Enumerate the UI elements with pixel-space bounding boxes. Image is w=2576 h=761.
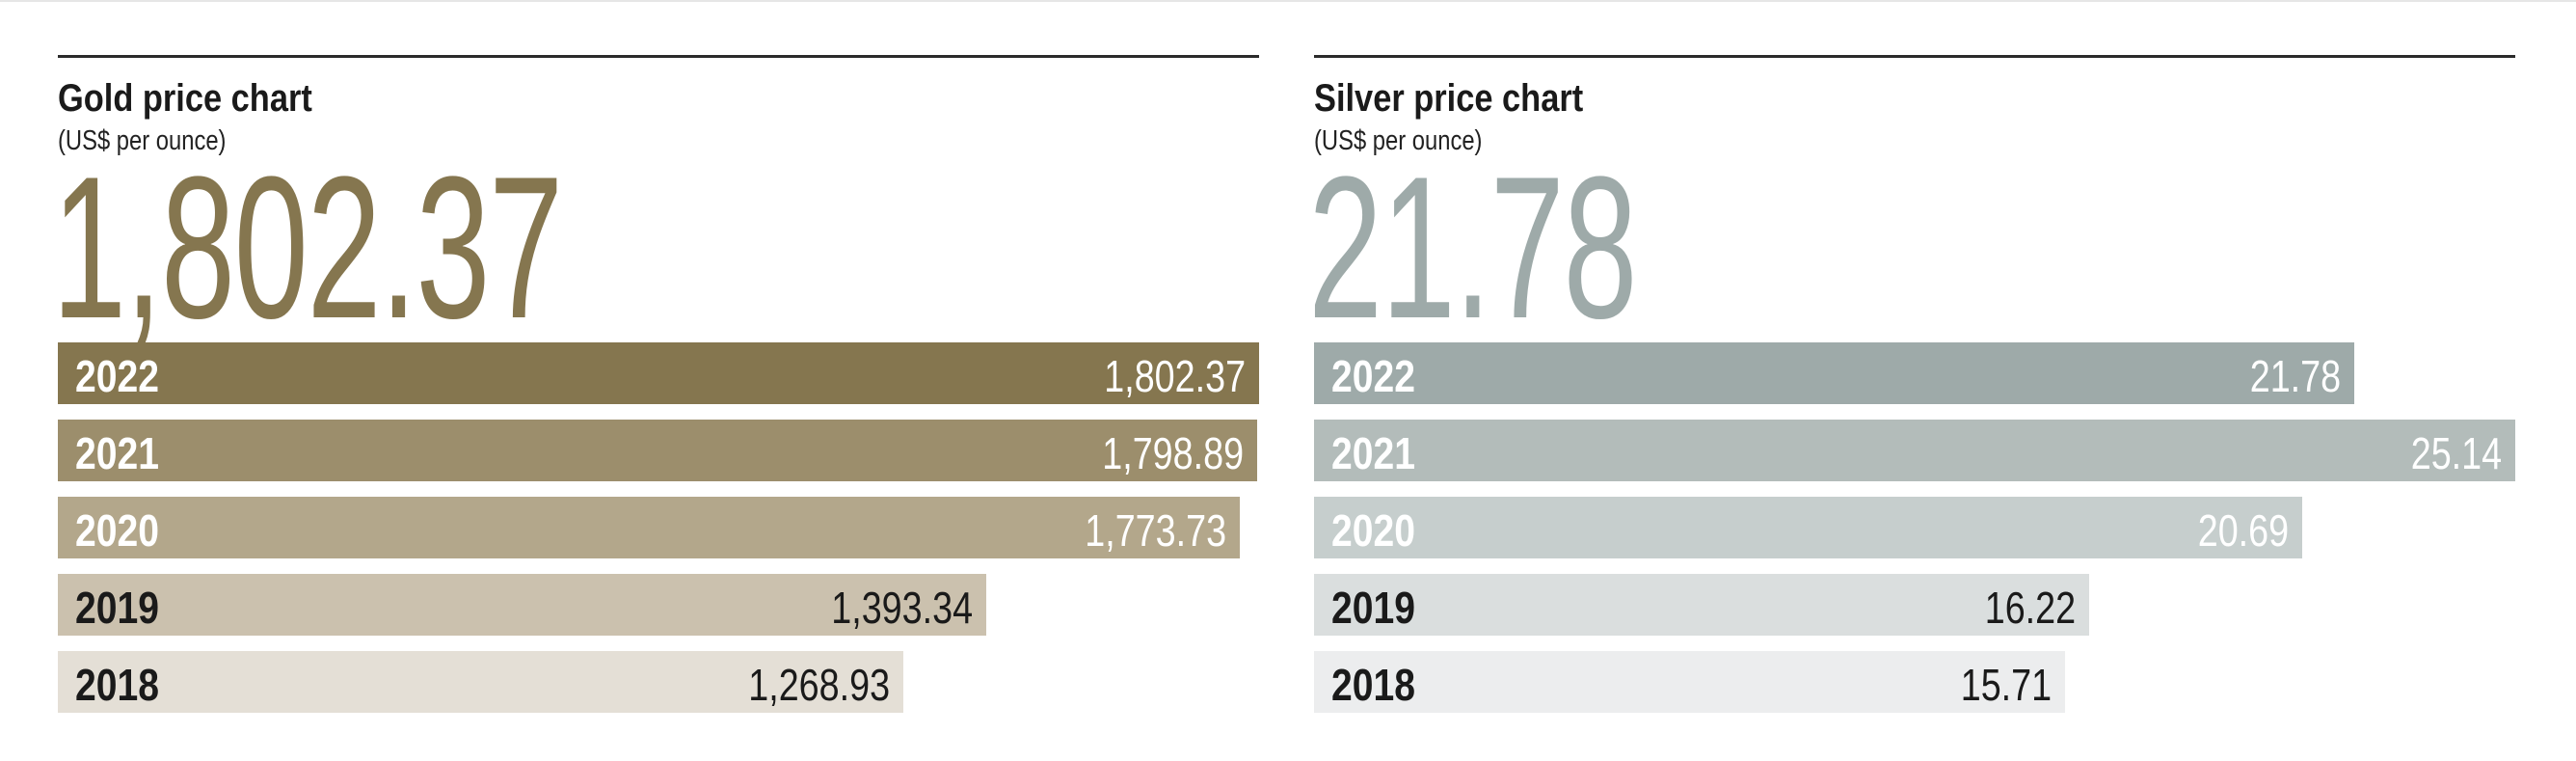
bar-category-label: 2018	[1331, 660, 1415, 710]
divider-rule	[58, 55, 1259, 58]
bar-2018: 2018 1,268.93	[58, 651, 904, 713]
bar-value-label: 15.71	[1960, 660, 2052, 710]
bar-value-label: 21.78	[2250, 351, 2342, 401]
bar-value-label: 1,798.89	[1101, 428, 1244, 478]
chart-title: Gold price chart	[58, 77, 312, 120]
bar-2020: 2020 20.69	[1314, 497, 2303, 558]
bar-category-label: 2022	[1331, 351, 1415, 401]
bar-2019: 2019 16.22	[1314, 574, 2089, 636]
bar-2022: 2022 1,802.37	[58, 342, 1259, 404]
bar-value-label: 16.22	[1984, 583, 2076, 633]
bar-2020: 2020 1,773.73	[58, 497, 1241, 558]
bar-category-label: 2020	[75, 505, 159, 556]
bar-category-label: 2021	[75, 428, 159, 478]
bar-value-label: 25.14	[2410, 428, 2502, 478]
divider-rule	[1314, 55, 2515, 58]
headline-value: 21.78	[1308, 134, 1638, 361]
bar-2021: 2021 1,798.89	[58, 420, 1257, 481]
bar-category-label: 2019	[1331, 583, 1415, 633]
bar-category-label: 2022	[75, 351, 159, 401]
bar-category-label: 2018	[75, 660, 159, 710]
bar-category-label: 2019	[75, 583, 159, 633]
chart-title: Silver price chart	[1314, 77, 1584, 120]
bar-category-label: 2021	[1331, 428, 1415, 478]
bar-value-label: 1,773.73	[1085, 505, 1227, 556]
bar-2022: 2022 21.78	[1314, 342, 2355, 404]
bar-value-label: 20.69	[2198, 505, 2290, 556]
bar-2021: 2021 25.14	[1314, 420, 2515, 481]
bar-value-label: 1,393.34	[831, 583, 974, 633]
bar-2019: 2019 1,393.34	[58, 574, 987, 636]
bar-2018: 2018 15.71	[1314, 651, 2065, 713]
chart-subtitle: (US$ per ounce)	[1314, 125, 1483, 156]
headline-value: 1,802.37	[52, 134, 563, 361]
bar-value-label: 1,268.93	[748, 660, 891, 710]
silver-price-panel: Silver price chart (US$ per ounce) 21.78…	[1308, 2, 2515, 761]
bar-value-label: 1,802.37	[1104, 351, 1246, 401]
gold-price-panel: Gold price chart (US$ per ounce) 1,802.3…	[52, 2, 1259, 761]
bar-category-label: 2020	[1331, 505, 1415, 556]
chart-subtitle: (US$ per ounce)	[58, 125, 227, 156]
